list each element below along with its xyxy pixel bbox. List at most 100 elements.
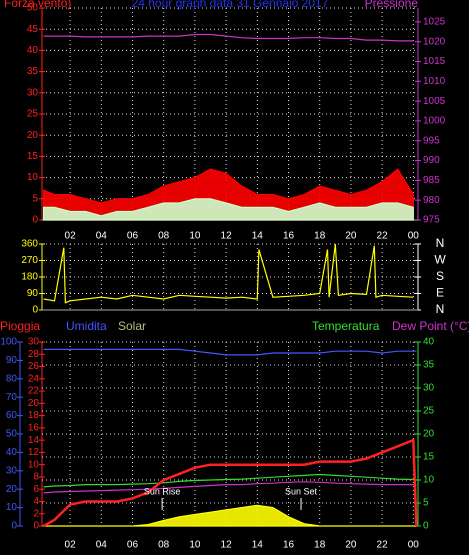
y-tick-label: 1005 — [423, 96, 446, 107]
y-tick-label: 12 — [28, 447, 40, 458]
series-line — [43, 481, 417, 494]
y-tick-label: 45 — [27, 24, 39, 35]
y-tick-label: 28 — [28, 349, 40, 360]
series-label: Pioggia — [0, 319, 40, 333]
x-tick-label: 08 — [158, 231, 170, 242]
x-tick-label: 06 — [127, 231, 139, 242]
y-tick-label: 100 — [0, 337, 17, 348]
y-tick-label: 90 — [27, 288, 39, 299]
y-tick-label: 1000 — [423, 116, 446, 127]
y-tick-label: 2 — [33, 508, 39, 519]
x-tick-label: 22 — [377, 231, 389, 242]
x-tick-label: 06 — [127, 540, 139, 551]
x-tick-label: 16 — [283, 540, 295, 551]
series-line — [43, 33, 414, 42]
x-tick-label: 20 — [345, 231, 357, 242]
x-tick-label: 16 — [283, 231, 295, 242]
annotation: Sun Set — [285, 486, 318, 496]
y-tick-label: 10 — [6, 502, 18, 513]
x-tick-label: 12 — [221, 540, 233, 551]
y-tick-label: 20 — [27, 130, 39, 141]
y-tick-label: 50 — [6, 429, 18, 440]
y-tick-label: 20 — [6, 484, 18, 495]
y-tick-label: 360 — [21, 239, 38, 250]
y-tick-label: 35 — [27, 66, 39, 77]
y-tick-label: N — [436, 302, 445, 316]
x-tick-label: 18 — [314, 540, 326, 551]
y-tick-label: 40 — [423, 337, 435, 348]
chart-title: 24 hour graph data 31 Gennaio 2017 — [132, 0, 329, 10]
series-label: Solar — [118, 319, 146, 333]
y-tick-label: 1025 — [423, 17, 446, 28]
x-tick-label: 08 — [158, 540, 170, 551]
y-tick-label: 180 — [21, 272, 38, 283]
y-tick-label: 15 — [423, 452, 435, 463]
annotation: Sun Rise — [144, 486, 181, 496]
y-axis-label: Forza vento) — [4, 0, 71, 10]
y-tick-label: W — [434, 253, 446, 267]
x-tick-label: 04 — [96, 231, 108, 242]
series-line — [43, 473, 417, 488]
y-tick-label: 4 — [33, 496, 39, 507]
y-tick-label: 1010 — [423, 76, 446, 87]
y-tick-label: 35 — [423, 360, 435, 371]
y2-axis-label: Pressione — [365, 0, 419, 10]
series-label: Umidita — [66, 319, 107, 333]
y-tick-label: 26 — [28, 361, 40, 372]
y-tick-label: 30 — [28, 337, 40, 348]
y-tick-label: 25 — [27, 109, 39, 120]
y-tick-label: 10 — [423, 475, 435, 486]
y-tick-label: 22 — [28, 386, 40, 397]
y-tick-label: 30 — [27, 87, 39, 98]
series-area — [43, 198, 414, 221]
y-tick-label: 60 — [6, 410, 18, 421]
y-tick-label: 14 — [28, 435, 40, 446]
y-tick-label: 30 — [423, 383, 435, 394]
series-line — [43, 348, 417, 356]
y-tick-label: 1015 — [423, 56, 446, 67]
y-tick-label: 25 — [423, 406, 435, 417]
series-line — [42, 438, 418, 528]
x-tick-label: 14 — [252, 540, 264, 551]
y-tick-label: 10 — [27, 172, 39, 183]
series-area — [43, 504, 417, 527]
series-label: Dew Point (°C) — [392, 319, 469, 333]
x-tick-label: 22 — [377, 540, 389, 551]
y-tick-label: 980 — [423, 195, 440, 206]
x-tick-label: 04 — [96, 540, 108, 551]
y-tick-label: 90 — [6, 355, 18, 366]
x-tick-label: 20 — [345, 540, 357, 551]
y-tick-label: 1020 — [423, 36, 446, 47]
y-tick-label: 6 — [33, 484, 39, 495]
x-tick-label: 10 — [189, 231, 201, 242]
series-line — [43, 243, 414, 304]
y-tick-label: 20 — [423, 429, 435, 440]
y-tick-label: 40 — [6, 447, 18, 458]
y-tick-label: 975 — [423, 215, 440, 226]
x-tick-label: 18 — [314, 231, 326, 242]
y-tick-label: 50 — [27, 3, 39, 14]
y-tick-label: 5 — [423, 498, 429, 509]
y-tick-label: 5 — [32, 193, 38, 204]
y-tick-label: 16 — [28, 423, 40, 434]
x-tick-label: 02 — [65, 231, 77, 242]
y-tick-label: N — [436, 236, 445, 250]
y-tick-label: 0 — [33, 521, 39, 532]
y-tick-label: 0 — [32, 215, 38, 226]
y-tick-label: 995 — [423, 135, 440, 146]
y-tick-label: 0 — [32, 305, 38, 316]
y-tick-label: 270 — [21, 255, 38, 266]
y-tick-label: 20 — [28, 398, 40, 409]
y-tick-label: 985 — [423, 175, 440, 186]
y-tick-label: 18 — [28, 410, 40, 421]
x-tick-label: 02 — [65, 540, 77, 551]
x-tick-label: 00 — [408, 231, 420, 242]
x-tick-label: 00 — [408, 540, 420, 551]
x-tick-label: 14 — [252, 231, 264, 242]
y-tick-label: 990 — [423, 155, 440, 166]
y-tick-label: 70 — [6, 392, 18, 403]
y-tick-label: E — [436, 286, 444, 300]
x-tick-label: 12 — [221, 231, 233, 242]
y-tick-label: S — [436, 269, 444, 283]
